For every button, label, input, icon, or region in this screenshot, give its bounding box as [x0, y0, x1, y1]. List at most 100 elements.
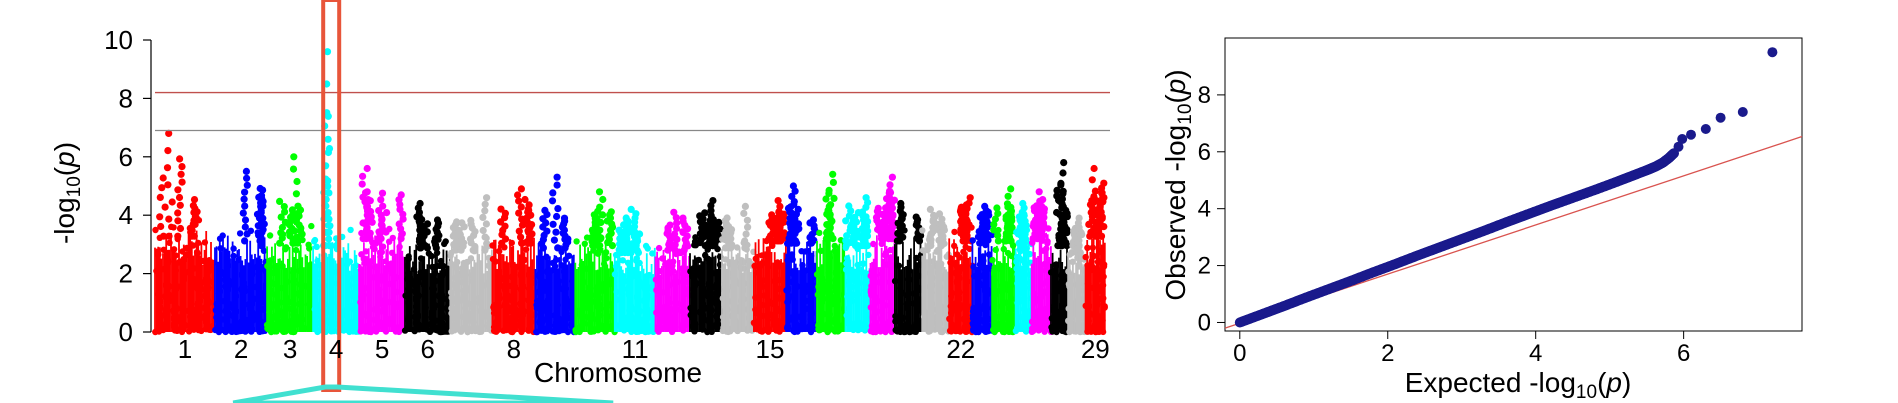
snp-peak-point — [257, 203, 265, 211]
snp-peak-point — [829, 170, 837, 178]
snp-peak-point — [517, 185, 526, 193]
snp-peak-point — [701, 209, 709, 217]
chromosome-label: 6 — [420, 334, 434, 364]
snp-peak-point — [378, 189, 387, 197]
qq-x-axis-label-sub: 10 — [1576, 382, 1597, 403]
snp-peak-point — [741, 244, 749, 252]
chromosome-label: 22 — [946, 334, 975, 364]
snp-peak-point — [256, 237, 264, 245]
snp-peak-point — [991, 215, 1000, 223]
snp-peak-point — [243, 181, 251, 189]
snp-peak-point — [740, 209, 748, 217]
qq-point — [1700, 124, 1711, 134]
snp-peak-point — [281, 218, 289, 226]
snp-peak-point — [178, 178, 186, 186]
qq-y-tick-label: 0 — [1198, 309, 1211, 336]
qq-y-axis-label-prefix: Observed -log — [1160, 125, 1191, 301]
qq-plot-frame — [1224, 37, 1803, 332]
manhattan-y-axis-label-open: ( — [49, 166, 80, 176]
snp-peak-point — [481, 233, 489, 241]
snp-peak-point — [809, 216, 818, 224]
snp-peak-point — [276, 197, 284, 205]
snp-peak-point — [741, 202, 750, 210]
snp-peak-point — [673, 224, 681, 233]
snp-point — [798, 248, 805, 255]
snp-peak-point — [1020, 212, 1028, 220]
snp-peak-point — [788, 192, 796, 200]
snp-point — [919, 227, 926, 234]
snp-peak-point — [976, 213, 984, 221]
chromosome-29-points — [1082, 164, 1108, 336]
snp-point — [152, 226, 159, 234]
snp-peak-point — [825, 189, 833, 197]
significance-lines — [155, 91, 1110, 132]
qq-x-tick-label: 4 — [1529, 340, 1542, 367]
snp-peak-point — [784, 204, 793, 212]
qq-y-tick-label: 2 — [1198, 253, 1211, 280]
snp-peak-point — [189, 202, 197, 210]
chromosome-2-points — [212, 167, 270, 336]
snp-peak-point — [855, 233, 864, 241]
snp-peak-point — [479, 213, 487, 221]
snp-peak-point — [709, 216, 718, 224]
chromosome-5-points — [357, 164, 408, 336]
snp-point — [311, 236, 319, 244]
snp-peak-point — [164, 147, 172, 155]
snp-peak-point — [990, 226, 998, 234]
qq-y-tick-label: 4 — [1198, 196, 1211, 223]
snp-peak-point — [395, 220, 403, 228]
snp-peak-point — [560, 214, 569, 222]
snp-peak-point — [290, 153, 298, 161]
highlight-box — [321, 0, 342, 392]
manhattan-y-tick-label: 4 — [119, 200, 133, 230]
snp-peak-point — [416, 199, 424, 208]
snp-peak-point — [541, 206, 549, 214]
chromosome-10-points — [572, 188, 618, 336]
chromosome-label: 4 — [329, 334, 343, 364]
snp-peak-point — [553, 212, 561, 221]
chromosome-21-points — [919, 205, 952, 336]
qq-points — [1234, 47, 1778, 328]
snp-peak-point — [325, 228, 333, 236]
snp-peak-point — [1058, 195, 1066, 203]
snp-peak-point — [994, 209, 1002, 218]
snp-peak-point — [326, 222, 334, 230]
snp-point — [831, 242, 838, 250]
snp-peak-point — [168, 198, 176, 206]
snp-point — [266, 232, 274, 239]
snp-peak-point — [842, 217, 850, 225]
snp-peak-point — [255, 231, 263, 239]
snp-peak-point — [888, 223, 896, 231]
qq-y-tick-label: 6 — [1198, 139, 1211, 166]
snp-peak-point — [912, 213, 920, 221]
chromosome-20-points — [891, 199, 926, 336]
qq-y-axis-label-sub: 10 — [1175, 104, 1196, 125]
snp-peak-point — [1091, 187, 1099, 195]
snp-peak-point — [670, 208, 678, 216]
snp-peak-point — [156, 193, 164, 201]
snp-point — [442, 238, 449, 245]
snp-peak-point — [888, 173, 897, 181]
snp-peak-point — [1057, 181, 1065, 189]
snp-point — [989, 256, 996, 264]
snp-peak-point — [479, 226, 487, 235]
snp-peak-point — [324, 148, 332, 157]
snp-peak-point — [788, 209, 796, 217]
snp-peak-point — [673, 219, 681, 227]
qq-point — [1677, 134, 1688, 144]
chromosome-label: 11 — [622, 334, 649, 364]
snp-peak-point — [257, 192, 266, 200]
snp-peak-point — [165, 215, 173, 223]
snp-point — [236, 230, 244, 237]
snp-peak-point — [363, 164, 371, 173]
snp-peak-point — [553, 173, 561, 181]
chromosome-19-points — [867, 173, 899, 336]
snp-peak-point — [790, 200, 798, 209]
snp-peak-point — [862, 215, 870, 223]
snp-peak-point — [888, 217, 896, 225]
qq-x-tick-label: 6 — [1677, 340, 1690, 367]
snp-peak-point — [1035, 188, 1043, 196]
snp-point — [389, 234, 396, 242]
